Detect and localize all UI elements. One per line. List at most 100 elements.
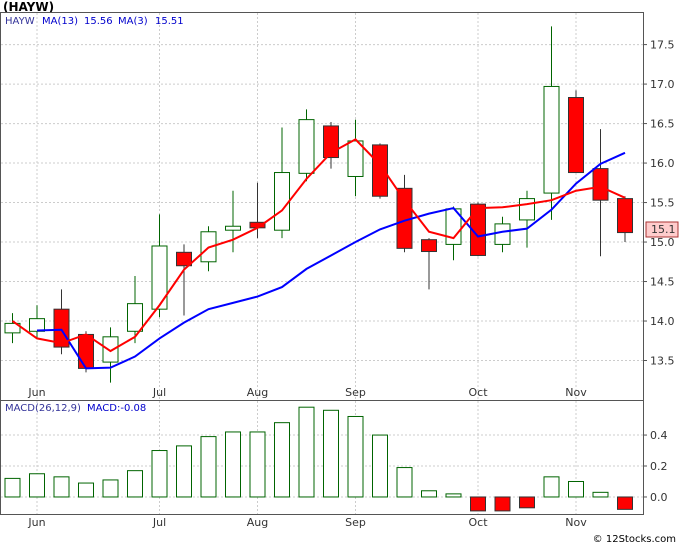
price-y-tick-label: 14.5 <box>650 276 675 289</box>
candle-body-down <box>470 203 486 256</box>
legend-symbol: HAYW <box>5 16 35 27</box>
candle-body-up <box>225 225 241 231</box>
candle-body-down <box>53 308 70 348</box>
macd-y-tick-label: 0.2 <box>650 460 668 473</box>
candle-body-down <box>592 168 609 201</box>
macd-bar-negative <box>470 496 486 512</box>
price-y-tick-label: 15.0 <box>650 236 675 249</box>
macd-bar-positive <box>568 480 584 498</box>
macd-x-tick-label: Jul <box>152 516 166 529</box>
candle-body-up <box>127 303 143 332</box>
candle-body-down <box>421 239 437 253</box>
macd-y-axis: 0.0 0.2 0.4 <box>643 429 668 504</box>
macd-y-tick-label: 0.4 <box>650 429 668 442</box>
price-x-tick-label: Jun <box>27 386 45 399</box>
ma3-line <box>11 138 626 353</box>
price-x-tick-label: Oct <box>468 386 488 399</box>
last-price-tag: 15.1 <box>645 221 679 238</box>
price-y-tick-label: 15.5 <box>650 197 675 210</box>
macd-legend: MACD(26,12,9) MACD:-0.08 <box>5 403 146 414</box>
macd-y-tick-label: 0.0 <box>650 491 668 504</box>
candle-body-up <box>29 318 45 332</box>
candles <box>4 26 633 383</box>
macd-bar-positive <box>53 476 70 498</box>
candle-body-up <box>4 322 21 334</box>
candle-body-up <box>494 223 511 245</box>
chart-title: (HAYW) <box>3 0 55 14</box>
macd-bar-positive <box>78 482 94 498</box>
price-y-axis: 13.5 14.0 14.5 15.0 15.5 16.0 16.5 17.0 17.5 <box>643 39 675 368</box>
macd-x-axis: Jun Jul Aug Sep Oct Nov <box>27 516 587 529</box>
price-x-axis: Jun Jul Aug Sep Oct Nov <box>27 386 587 399</box>
price-y-tick-label: 16.0 <box>650 157 675 170</box>
candle-body-down <box>568 97 584 174</box>
candle-body-down <box>372 144 388 197</box>
candle-body-up <box>543 85 560 194</box>
candle-body-up <box>347 140 364 177</box>
last-price-tag-value: 15.1 <box>651 223 676 236</box>
macd-bar-positive <box>102 479 119 498</box>
price-y-tick-label: 14.0 <box>650 315 675 328</box>
macd-bar-positive <box>249 431 266 498</box>
macd-bar-positive <box>29 473 45 498</box>
candle-body-up <box>519 198 535 221</box>
macd-x-tick-label: Oct <box>468 516 488 529</box>
price-y-tick-label: 17.0 <box>650 78 675 91</box>
price-x-tick-label: Jul <box>152 386 166 399</box>
candle-body-up <box>274 172 290 231</box>
macd-bar-positive <box>396 467 413 498</box>
watermark: © 12Stocks.com <box>592 534 676 545</box>
macd-bar-negative <box>494 496 511 512</box>
macd-bar-positive <box>225 431 241 498</box>
price-y-tick-label: 16.5 <box>650 118 675 131</box>
macd-x-tick-label: Nov <box>565 516 587 529</box>
price-panel-frame <box>0 12 644 401</box>
candle-body-down <box>78 333 94 369</box>
macd-bar-positive <box>347 415 364 498</box>
macd-legend-label: MACD(26,12,9) <box>5 403 81 414</box>
macd-x-tick-label: Aug <box>247 516 268 529</box>
price-x-tick-label: Aug <box>247 386 268 399</box>
macd-bar-negative <box>519 496 535 509</box>
macd-bar-positive <box>323 409 339 498</box>
legend-ma3-label: MA(3) <box>118 16 148 27</box>
last-price-tag-box <box>645 221 679 238</box>
candle-body-down <box>176 251 192 267</box>
legend-ma13-value: 15.56 <box>84 16 113 27</box>
macd-bar-positive <box>151 450 168 498</box>
legend-ma13-label: MA(13) <box>42 16 78 27</box>
macd-x-tick-label: Sep <box>345 516 366 529</box>
macd-bars <box>4 406 633 512</box>
candle-body-down <box>617 198 633 234</box>
macd-bar-positive <box>592 491 609 498</box>
price-panel: 13.5 14.0 14.5 15.0 15.5 16.0 16.5 17.0 17.5 Jun… <box>0 12 679 401</box>
price-y-tick-label: 13.5 <box>650 355 675 368</box>
moving-average-lines <box>11 138 626 370</box>
candle-body-up <box>102 336 119 363</box>
macd-bar-positive <box>200 436 217 498</box>
candle-body-up <box>298 119 315 174</box>
macd-bar-negative <box>617 496 633 510</box>
price-grid <box>1 13 643 400</box>
macd-legend-value: MACD:-0.08 <box>87 403 146 414</box>
macd-bar-positive <box>445 493 462 498</box>
ma13-line <box>36 151 626 370</box>
macd-bar-positive <box>127 470 143 498</box>
macd-bar-positive <box>298 406 315 498</box>
macd-bar-positive <box>274 422 290 498</box>
macd-bar-positive <box>4 477 21 498</box>
macd-bar-positive <box>543 476 560 498</box>
macd-panel: 0.0 0.2 0.4 Jun Jul Aug Sep Oct Nov MACD(26,12,… <box>0 400 668 529</box>
price-y-tick-label: 17.5 <box>650 39 675 52</box>
price-x-tick-label: Nov <box>565 386 587 399</box>
macd-bar-positive <box>421 490 437 498</box>
legend-ma3-value: 15.51 <box>155 16 184 27</box>
macd-x-tick-label: Jun <box>27 516 45 529</box>
macd-bar-positive <box>176 445 192 498</box>
price-x-tick-label: Sep <box>345 386 366 399</box>
candle-body-up <box>151 245 168 310</box>
price-legend: HAYW MA(13) 15.56 MA(3) 15.51 <box>5 16 184 27</box>
macd-bar-positive <box>372 434 388 498</box>
